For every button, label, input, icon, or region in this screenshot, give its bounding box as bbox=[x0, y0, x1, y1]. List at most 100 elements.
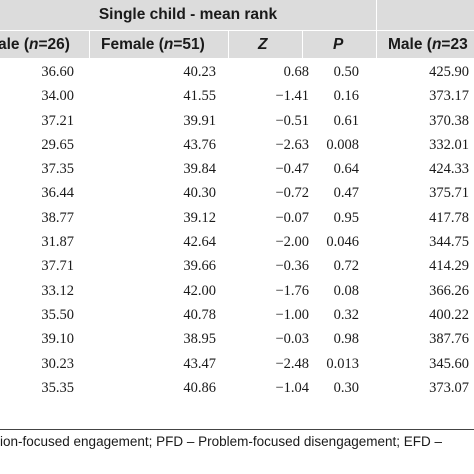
cell-z: −2.48 bbox=[275, 355, 309, 372]
cell-female: 39.66 bbox=[183, 258, 216, 275]
cell-male: 35.35 bbox=[41, 379, 74, 396]
cell-z: −2.63 bbox=[275, 136, 309, 153]
table-footnote: ion-focused engagement; PFD – Problem-fo… bbox=[0, 434, 442, 449]
table-row: 34.00 41.55 −1.41 0.16 373.17 bbox=[0, 84, 474, 108]
cell-male: 37.35 bbox=[41, 161, 74, 178]
cell-male-2: 417.78 bbox=[429, 209, 469, 226]
cell-male-2: 370.38 bbox=[429, 112, 469, 129]
cell-z: −1.04 bbox=[275, 379, 309, 396]
cell-p: 0.32 bbox=[333, 306, 359, 323]
cell-female: 40.30 bbox=[183, 185, 216, 202]
column-header-male-2: Male (n=23 bbox=[388, 36, 468, 53]
cell-p: 0.47 bbox=[333, 185, 359, 202]
cell-female: 42.00 bbox=[183, 282, 216, 299]
cell-female: 39.84 bbox=[183, 161, 216, 178]
cell-z: −0.36 bbox=[275, 258, 309, 275]
cell-p: 0.013 bbox=[326, 355, 359, 372]
cell-p: 0.30 bbox=[333, 379, 359, 396]
cell-male: 37.21 bbox=[41, 112, 74, 129]
cell-female: 43.76 bbox=[183, 136, 216, 153]
cell-z: −0.47 bbox=[275, 161, 309, 178]
cell-p: 0.16 bbox=[333, 88, 359, 105]
table-row: 39.10 38.95 −0.03 0.98 387.76 bbox=[0, 327, 474, 351]
column-header-female: Female (n=51) bbox=[101, 36, 205, 53]
cell-p: 0.61 bbox=[333, 112, 359, 129]
cell-male: 38.77 bbox=[41, 209, 74, 226]
cell-male: 34.00 bbox=[41, 88, 74, 105]
cell-z: −1.76 bbox=[275, 282, 309, 299]
cell-female: 43.47 bbox=[183, 355, 216, 372]
header-divider bbox=[376, 31, 377, 58]
table-row: 38.77 39.12 −0.07 0.95 417.78 bbox=[0, 206, 474, 230]
cell-male: 36.60 bbox=[41, 64, 74, 80]
table-row: 30.23 43.47 −2.48 0.013 345.60 bbox=[0, 352, 474, 376]
column-header-male: ale (n=26) bbox=[0, 36, 70, 53]
cell-p: 0.72 bbox=[333, 258, 359, 275]
group-header-title: Single child - mean rank bbox=[98, 6, 278, 23]
header-divider bbox=[302, 31, 303, 58]
table-body: 36.60 40.23 0.68 0.50 425.90 34.00 41.55… bbox=[0, 60, 474, 400]
cell-male-2: 375.71 bbox=[429, 185, 469, 202]
table-row: 29.65 43.76 −2.63 0.008 332.01 bbox=[0, 133, 474, 157]
table-row: 36.44 40.30 −0.72 0.47 375.71 bbox=[0, 181, 474, 205]
column-header-p: P bbox=[333, 36, 344, 53]
cell-male-2: 387.76 bbox=[429, 331, 469, 348]
header-divider bbox=[376, 0, 377, 30]
table-row: 37.71 39.66 −0.36 0.72 414.29 bbox=[0, 254, 474, 278]
header-divider bbox=[228, 31, 229, 58]
cell-female: 40.23 bbox=[183, 64, 216, 80]
cell-male: 36.44 bbox=[41, 185, 74, 202]
cell-female: 39.91 bbox=[183, 112, 216, 129]
cell-male: 37.71 bbox=[41, 258, 74, 275]
cell-p: 0.95 bbox=[333, 209, 359, 226]
cell-female: 39.12 bbox=[183, 209, 216, 226]
cell-male-2: 414.29 bbox=[429, 258, 469, 275]
cell-p: 0.64 bbox=[333, 161, 359, 178]
table-row: 31.87 42.64 −2.00 0.046 344.75 bbox=[0, 230, 474, 254]
table-row: 35.50 40.78 −1.00 0.32 400.22 bbox=[0, 303, 474, 327]
cell-z: −0.51 bbox=[275, 112, 309, 129]
cell-z: −1.41 bbox=[275, 88, 309, 105]
column-header-row: ale (n=26) Female (n=51) Z P Male (n=23 bbox=[0, 31, 474, 58]
table-row: 37.21 39.91 −0.51 0.61 370.38 bbox=[0, 109, 474, 133]
cell-male-2: 373.07 bbox=[429, 379, 469, 396]
cell-female: 41.55 bbox=[183, 88, 216, 105]
cell-p: 0.008 bbox=[326, 136, 359, 153]
table-row: 36.60 40.23 0.68 0.50 425.90 bbox=[0, 60, 474, 84]
cell-female: 40.86 bbox=[183, 379, 216, 396]
header-divider bbox=[89, 31, 90, 58]
cell-male-2: 425.90 bbox=[429, 64, 469, 80]
cell-z: −0.72 bbox=[275, 185, 309, 202]
cell-female: 38.95 bbox=[183, 331, 216, 348]
cell-male: 35.50 bbox=[41, 306, 74, 323]
table-row: 37.35 39.84 −0.47 0.64 424.33 bbox=[0, 157, 474, 181]
column-header-z: Z bbox=[258, 36, 268, 53]
cell-z: −0.03 bbox=[275, 331, 309, 348]
group-header-row: Single child - mean rank bbox=[0, 0, 474, 30]
cell-male: 29.65 bbox=[41, 136, 74, 153]
cell-male: 31.87 bbox=[41, 234, 74, 251]
cell-male: 33.12 bbox=[41, 282, 74, 299]
cell-p: 0.50 bbox=[333, 64, 359, 80]
cell-male: 30.23 bbox=[41, 355, 74, 372]
cell-z: −0.07 bbox=[275, 209, 309, 226]
cell-z: −2.00 bbox=[275, 234, 309, 251]
cell-male-2: 373.17 bbox=[429, 88, 469, 105]
cell-p: 0.08 bbox=[333, 282, 359, 299]
cell-male-2: 400.22 bbox=[429, 306, 469, 323]
cell-female: 42.64 bbox=[183, 234, 216, 251]
table-row: 35.35 40.86 −1.04 0.30 373.07 bbox=[0, 376, 474, 400]
cell-male-2: 345.60 bbox=[429, 355, 469, 372]
cell-z: 0.68 bbox=[283, 64, 309, 80]
cell-male-2: 424.33 bbox=[429, 161, 469, 178]
cell-p: 0.98 bbox=[333, 331, 359, 348]
cell-p: 0.046 bbox=[326, 234, 359, 251]
cell-female: 40.78 bbox=[183, 306, 216, 323]
cell-male: 39.10 bbox=[41, 331, 74, 348]
cell-male-2: 332.01 bbox=[429, 136, 469, 153]
table-bottom-rule bbox=[0, 429, 474, 430]
cell-z: −1.00 bbox=[275, 306, 309, 323]
table-row: 33.12 42.00 −1.76 0.08 366.26 bbox=[0, 279, 474, 303]
cell-male-2: 344.75 bbox=[429, 234, 469, 251]
cell-male-2: 366.26 bbox=[429, 282, 469, 299]
